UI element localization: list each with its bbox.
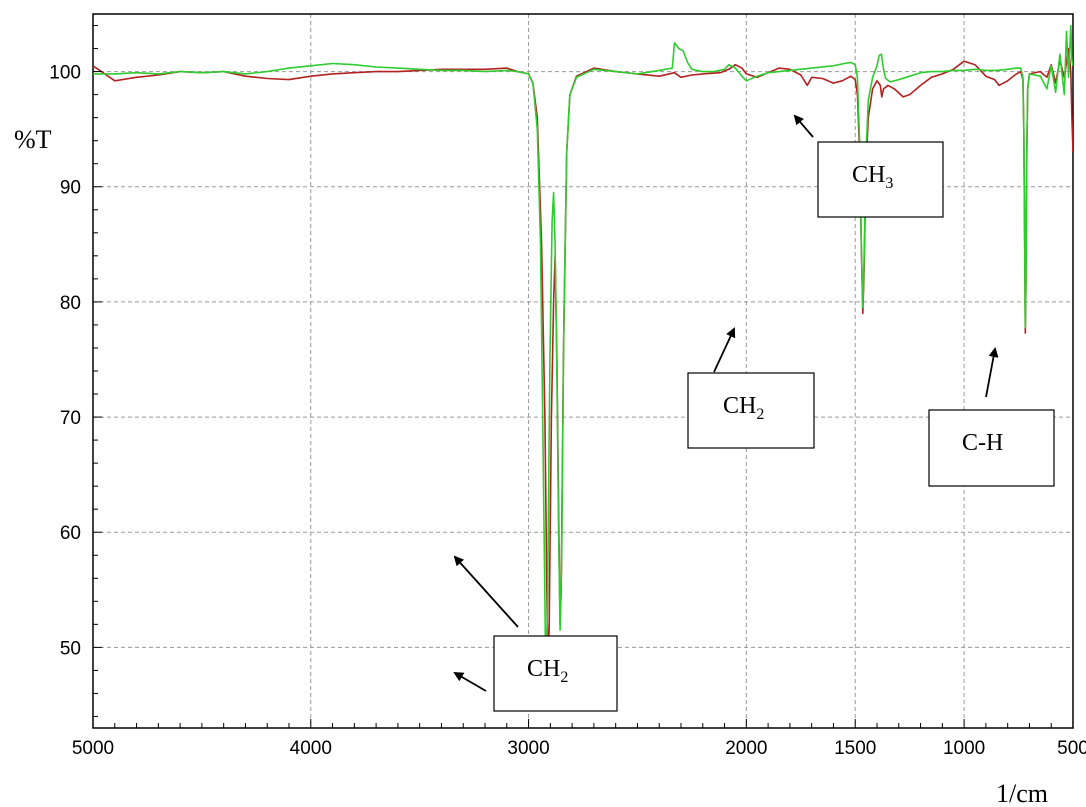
y-axis-title: %T — [14, 125, 52, 154]
x-axis-title: 1/cm — [996, 779, 1048, 807]
axes — [92, 13, 1074, 729]
x-tick-label: 500 — [1057, 738, 1086, 759]
annotation-1: CH3 — [793, 114, 944, 218]
series-line-1 — [93, 47, 1073, 672]
series-line-2 — [93, 24, 1073, 692]
annotation-subscript: 2 — [560, 669, 568, 686]
annotation-subscript: 2 — [756, 406, 764, 423]
annotation-3: C-H — [928, 347, 1055, 487]
y-tick-label: 80 — [60, 293, 81, 314]
plot-frame — [92, 13, 1074, 729]
annotation-arrow — [985, 347, 999, 398]
grid-lines — [93, 14, 1073, 728]
annotation-box — [817, 141, 944, 218]
annotation-arrow — [793, 114, 814, 138]
x-tick-label: 4000 — [290, 738, 332, 759]
annotations: CH3 CH2 C-H CH2 — [453, 114, 1055, 712]
y-tick-label: 70 — [60, 408, 81, 429]
x-tick-label: 3000 — [507, 738, 549, 759]
y-tick-label: 60 — [60, 523, 81, 544]
x-tick-label: 5000 — [72, 738, 114, 759]
plot-area — [93, 24, 1073, 692]
x-tick-label: 1500 — [834, 738, 876, 759]
y-tick-label: 100 — [49, 63, 81, 84]
x-tick-label: 1000 — [943, 738, 985, 759]
annotation-box — [687, 372, 815, 449]
axis-ticks: 5000 4000 3000 2000 1500 1000 500 100 90 80 70 60 50 — [49, 25, 1086, 759]
annotation-4: CH2 — [453, 555, 618, 712]
annotation-arrow — [453, 555, 519, 628]
y-tick-label: 50 — [60, 638, 81, 659]
annotation-label: C-H — [962, 430, 1003, 456]
annotation-box — [493, 635, 618, 712]
x-tick-label: 2000 — [725, 738, 767, 759]
annotation-arrow — [713, 327, 736, 373]
annotation-arrow — [453, 671, 487, 692]
y-tick-label: 90 — [60, 178, 81, 199]
annotation-subscript: 3 — [885, 175, 893, 192]
annotation-2: CH2 — [687, 327, 815, 449]
annotation-box — [928, 409, 1055, 487]
series-group — [93, 24, 1073, 692]
